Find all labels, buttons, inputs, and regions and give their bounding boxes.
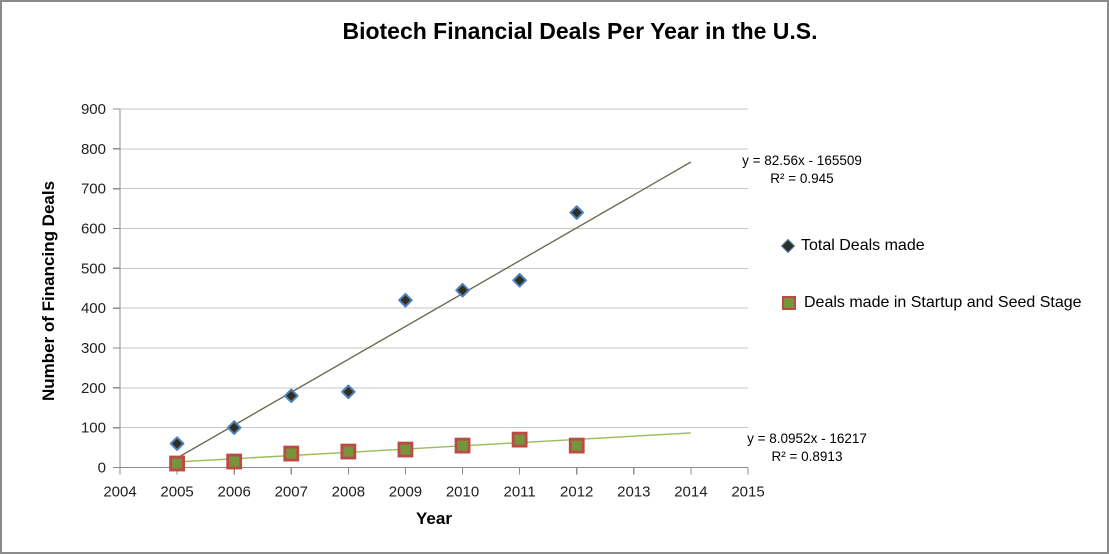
y-tick-label: 700 bbox=[81, 181, 106, 198]
legend-label-total: Total Deals made bbox=[801, 237, 925, 254]
data-point-total bbox=[226, 420, 242, 435]
square-marker-icon bbox=[782, 296, 796, 310]
data-point-total bbox=[512, 272, 527, 288]
data-point-total bbox=[169, 436, 185, 451]
y-tick-label: 600 bbox=[81, 221, 106, 238]
trendline-label-total: y = 82.56x - 165509 R² = 0.945 bbox=[702, 152, 902, 188]
y-axis-title: Number of Financing Deals bbox=[39, 180, 58, 402]
x-tick-label: 2015 bbox=[731, 484, 764, 501]
data-point-seed bbox=[226, 453, 243, 470]
data-point-seed bbox=[511, 431, 528, 448]
data-point-total bbox=[398, 292, 413, 308]
x-tick-label: 2010 bbox=[446, 484, 479, 501]
x-tick-label: 2013 bbox=[617, 484, 650, 501]
trendline-total bbox=[176, 161, 692, 459]
y-tick-label: 400 bbox=[81, 300, 106, 317]
trendline-seed bbox=[177, 432, 691, 463]
y-tick-label: 200 bbox=[81, 380, 106, 397]
trendline-equation-seed: y = 8.0952x - 16217 bbox=[747, 431, 867, 446]
x-tick-label: 2012 bbox=[560, 484, 593, 501]
legend-label-seed: Deals made in Startup and Seed Stage bbox=[804, 294, 1082, 311]
x-tick-label: 2011 bbox=[504, 484, 536, 501]
data-point-seed bbox=[568, 437, 585, 454]
x-tick-label: 2014 bbox=[674, 484, 707, 501]
legend-item-seed: Deals made in Startup and Seed Stage bbox=[782, 294, 1082, 312]
data-point-seed bbox=[340, 443, 357, 460]
data-point-seed bbox=[397, 441, 414, 458]
x-axis-title: Year bbox=[416, 509, 452, 528]
x-tick-label: 2004 bbox=[103, 484, 136, 501]
trendline-label-seed: y = 8.0952x - 16217 R² = 0.8913 bbox=[703, 430, 911, 466]
data-point-total bbox=[455, 282, 470, 298]
diamond-marker-icon bbox=[780, 238, 796, 254]
y-tick-label: 100 bbox=[81, 420, 106, 437]
x-tick-label: 2006 bbox=[217, 484, 250, 501]
y-tick-label: 900 bbox=[81, 101, 106, 118]
trendline-r2-seed: R² = 0.8913 bbox=[771, 449, 843, 465]
y-tick-label: 0 bbox=[98, 460, 106, 477]
data-point-seed bbox=[169, 455, 185, 472]
data-point-total bbox=[341, 384, 356, 400]
data-point-total bbox=[569, 205, 585, 220]
x-tick-label: 2008 bbox=[332, 484, 365, 501]
data-point-seed bbox=[283, 445, 300, 462]
legend-item-total: Total Deals made bbox=[780, 237, 925, 255]
data-point-seed bbox=[454, 437, 471, 454]
y-tick-label: 300 bbox=[81, 340, 106, 357]
trendline-r2-total: R² = 0.945 bbox=[770, 171, 834, 187]
x-tick-label: 2009 bbox=[389, 484, 422, 501]
data-point-total bbox=[283, 388, 299, 404]
trendline-equation-total: y = 82.56x - 165509 bbox=[742, 153, 862, 168]
y-tick-label: 500 bbox=[81, 260, 106, 277]
chart-title: Biotech Financial Deals Per Year in the … bbox=[342, 18, 818, 44]
x-tick-label: 2005 bbox=[160, 484, 193, 501]
y-tick-label: 800 bbox=[81, 141, 106, 158]
x-tick-label: 2007 bbox=[275, 484, 308, 501]
